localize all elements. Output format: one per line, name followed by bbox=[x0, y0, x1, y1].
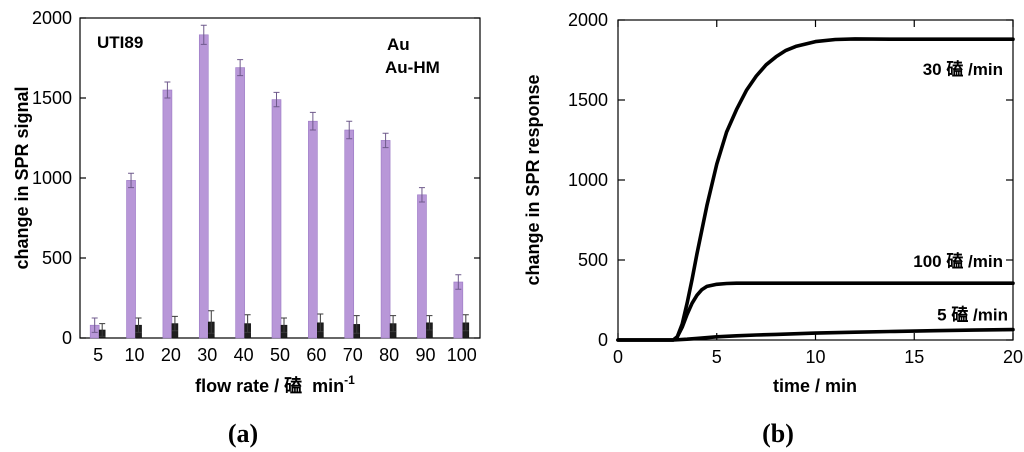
bar-au-hm-10 bbox=[126, 180, 136, 339]
bar-au-hm-70 bbox=[344, 129, 355, 339]
panel-b-y-tick-label: 2000 bbox=[568, 10, 608, 30]
panel-b-y-tick-label: 500 bbox=[578, 250, 608, 270]
panel-a-x-tick-label: 20 bbox=[161, 345, 181, 365]
error-bar-au-hm-40 bbox=[237, 59, 244, 77]
error-bar-au-hm-60 bbox=[309, 111, 316, 131]
panel-b-line-chart: 0 500 1000 1500 2000 0 5 10 15 20 30 磕 /min 100 磕 /… bbox=[523, 10, 1023, 448]
panel-a-label: (a) bbox=[228, 419, 258, 448]
panel-a-y-tick-label: 500 bbox=[42, 248, 72, 268]
panel-a-x-axis-label-superscript: -1 bbox=[344, 373, 355, 387]
bar-au-hm-60 bbox=[308, 120, 318, 339]
error-bar-au-hm-30 bbox=[200, 24, 207, 45]
panel-a-x-tick-label: 50 bbox=[270, 345, 290, 365]
bar-au-hm-20 bbox=[162, 89, 173, 339]
panel-b-x-axis-label: time / min bbox=[773, 376, 857, 396]
error-bar-au-10 bbox=[135, 317, 142, 333]
error-bar-au-hm-5 bbox=[91, 317, 98, 333]
panel-b-x-tick-label: 10 bbox=[805, 347, 825, 367]
panel-b-x-tick-label: 5 bbox=[712, 347, 722, 367]
error-bar-au-5 bbox=[99, 323, 106, 337]
error-bar-au-80 bbox=[390, 315, 397, 333]
panel-a-y-tick-label: 1000 bbox=[32, 168, 72, 188]
panel-a-x-tick-label: 60 bbox=[306, 345, 326, 365]
panel-a-x-axis-label: flow rate / 磕 min-1 bbox=[195, 373, 355, 396]
bar-au-hm-40 bbox=[235, 67, 245, 339]
bar-au-hm-100 bbox=[453, 281, 464, 339]
panel-a-y-tick-label: 1500 bbox=[32, 88, 72, 108]
error-bar-au-hm-100 bbox=[455, 274, 462, 290]
panel-a-x-tick-label: 40 bbox=[234, 345, 254, 365]
error-bar-au-hm-80 bbox=[382, 132, 389, 149]
error-bar-au-hm-90 bbox=[418, 187, 425, 203]
series-line-flow-30 bbox=[616, 37, 1015, 342]
panel-a-bar-chart: 0 500 1000 1500 2000 5 10 20 30 40 50 60 70 80 90 100 U… bbox=[12, 8, 481, 448]
panel-a-marks: 0 500 1000 1500 2000 5 10 20 30 40 50 60 70 80 90 100 bbox=[32, 8, 480, 365]
error-bar-au-hm-50 bbox=[273, 91, 280, 108]
series-label-flow-100: 100 磕 /min bbox=[913, 251, 1003, 271]
error-bar-au-20 bbox=[171, 315, 178, 332]
series-label-flow-30: 30 磕 /min bbox=[923, 59, 1003, 79]
series-line-flow-5 bbox=[616, 327, 1015, 342]
series-label-flow-5: 5 磕 /min bbox=[937, 305, 1008, 325]
bar-au-hm-80 bbox=[380, 140, 391, 339]
bar-au-hm-90 bbox=[417, 194, 427, 339]
error-bar-au-30 bbox=[208, 310, 215, 334]
error-bar-au-hm-70 bbox=[346, 120, 353, 140]
bar-au-hm-50 bbox=[271, 99, 282, 339]
error-bar-au-90 bbox=[426, 315, 433, 331]
panel-a-x-tick-label: 100 bbox=[447, 345, 477, 365]
panel-a-y-axis-label: change in SPR signal bbox=[12, 86, 32, 269]
bar-au-hm-30 bbox=[198, 34, 209, 339]
panel-b-y-tick-label: 1500 bbox=[568, 90, 608, 110]
panel-a-x-tick-label: 10 bbox=[125, 345, 145, 365]
panel-a-x-tick-label: 90 bbox=[415, 345, 435, 365]
error-bar-au-hm-20 bbox=[164, 81, 171, 99]
panel-b-label: (b) bbox=[762, 419, 794, 448]
panel-b-y-tick-label: 0 bbox=[598, 330, 608, 350]
panel-b-x-tick-label: 15 bbox=[904, 347, 924, 367]
panel-a-y-tick-label: 2000 bbox=[32, 8, 72, 28]
panel-a-x-tick-label: 80 bbox=[379, 345, 399, 365]
panel-b-y-tick-label: 1000 bbox=[568, 170, 608, 190]
panel-b-x-tick-label: 20 bbox=[1003, 347, 1023, 367]
series-line-flow-100 bbox=[616, 281, 1015, 342]
panel-a-x-tick-label: 30 bbox=[197, 345, 217, 365]
panel-a-strain-annotation: UTI89 bbox=[97, 33, 143, 52]
error-bar-au-70 bbox=[353, 315, 360, 334]
panel-b-x-tick-label: 0 bbox=[613, 347, 623, 367]
legend-label-au: Au bbox=[387, 35, 410, 54]
panel-b-y-axis-label: change in SPR response bbox=[523, 74, 543, 285]
error-bar-au-60 bbox=[317, 313, 324, 333]
error-bar-au-hm-10 bbox=[128, 172, 135, 189]
panel-b-marks: 0 500 1000 1500 2000 0 5 10 15 20 30 磕 /min 100 磕 /… bbox=[568, 10, 1023, 367]
error-bar-au-100 bbox=[462, 314, 469, 332]
error-bar-au-50 bbox=[281, 317, 287, 333]
panel-a-x-tick-label: 70 bbox=[343, 345, 363, 365]
panel-a-x-axis-label-text: flow rate / 磕 min bbox=[195, 375, 344, 396]
panel-a-x-tick-label: 5 bbox=[93, 345, 103, 365]
legend-label-au-hm: Au-HM bbox=[385, 58, 440, 77]
panel-a-y-tick-label: 0 bbox=[62, 328, 72, 348]
error-bar-au-40 bbox=[244, 314, 251, 333]
